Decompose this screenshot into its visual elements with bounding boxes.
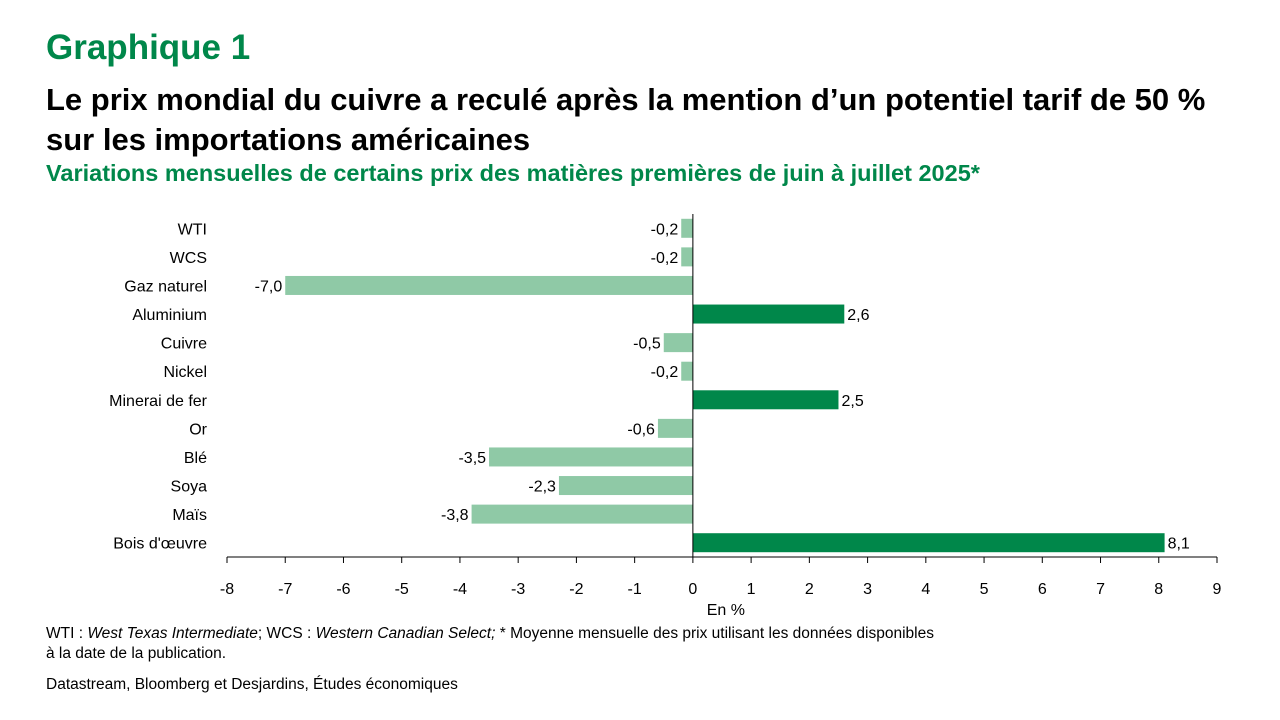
data-label: -0,5: [633, 336, 661, 353]
chart-label: Graphique 1: [46, 28, 251, 67]
category-label: WTI: [178, 221, 207, 238]
note-part: WTI :: [46, 625, 88, 642]
x-tick-label: -2: [569, 581, 583, 598]
data-label: 8,1: [1168, 536, 1190, 553]
data-label: -0,2: [651, 250, 679, 267]
x-tick-label: 3: [863, 581, 872, 598]
x-tick-label: 7: [1096, 581, 1105, 598]
category-label: Minerai de fer: [109, 393, 207, 410]
data-label: -0,2: [651, 364, 679, 381]
x-tick-label: -4: [453, 581, 467, 598]
bar: [471, 504, 693, 524]
x-tick-label: -7: [278, 581, 292, 598]
x-tick-label: 1: [747, 581, 756, 598]
data-label: -7,0: [255, 278, 283, 295]
x-tick-label: 8: [1154, 581, 1163, 598]
bar: [663, 333, 693, 353]
x-tick-label: -8: [220, 581, 234, 598]
bar: [681, 218, 693, 238]
category-label: Nickel: [163, 364, 207, 381]
x-axis-label: En %: [707, 602, 745, 619]
x-tick-label: 5: [980, 581, 989, 598]
source-note: Datastream, Bloomberg et Desjardins, Étu…: [46, 676, 458, 693]
category-labels: WTI WCS Gaz naturel Aluminium Cuivre Nickel Mi…: [109, 221, 207, 552]
category-label: Soya: [171, 479, 208, 496]
data-label: 2,5: [841, 393, 863, 410]
note-part-italic: West Texas Intermediate: [87, 625, 258, 642]
bar: [489, 447, 693, 467]
note-part-italic: Western Canadian Select;: [315, 625, 496, 642]
bar: [657, 418, 693, 438]
note-part: * Moyenne mensuelle des prix utilisant l…: [46, 625, 934, 662]
x-tick-label: 0: [688, 581, 697, 598]
category-label: Maïs: [172, 507, 207, 524]
x-tick-label: -1: [628, 581, 642, 598]
x-tick-label: 2: [805, 581, 814, 598]
x-tick-label: 4: [921, 581, 930, 598]
x-tick-label: 6: [1038, 581, 1047, 598]
bar: [558, 476, 693, 496]
x-tick-label: 9: [1213, 581, 1222, 598]
note-part: ; WCS :: [257, 625, 316, 642]
category-label: Bois d'œuvre: [113, 536, 207, 553]
data-label: -2,3: [528, 479, 556, 496]
value-labels: -0,2 -0,2 -7,0 2,6 -0,5 -0,2 2,5 -0,6 -3,5 -2,3 -3…: [255, 221, 1190, 552]
data-label: -0,6: [627, 421, 655, 438]
data-label: 2,6: [847, 307, 869, 324]
x-tick-label: -3: [511, 581, 525, 598]
chart-title: Le prix mondial du cuivre a reculé après…: [46, 82, 1206, 157]
bar: [692, 390, 839, 410]
category-label: Blé: [184, 450, 207, 467]
category-label: Aluminium: [132, 307, 207, 324]
bar: [692, 304, 845, 324]
data-label: -3,5: [458, 450, 486, 467]
bar: [692, 533, 1165, 553]
chart-subtitle: Variations mensuelles de certains prix d…: [46, 160, 980, 186]
footnote: WTI : West Texas Intermediate; WCS : Wes…: [46, 624, 946, 664]
bar: [285, 275, 693, 295]
bar: [681, 361, 693, 381]
bars-group: [285, 218, 1165, 553]
category-label: Or: [189, 421, 207, 438]
category-label: Gaz naturel: [124, 278, 207, 295]
x-tick-label: -6: [336, 581, 350, 598]
data-label: -3,8: [441, 507, 469, 524]
category-label: Cuivre: [161, 336, 207, 353]
x-axis-ticks: -8 -7 -6 -5 -4 -3 -2 -1 0 1 2 3 4 5 6 7 8 9: [220, 557, 1222, 598]
category-label: WCS: [170, 250, 207, 267]
bar: [681, 247, 693, 267]
x-tick-label: -5: [395, 581, 409, 598]
data-label: -0,2: [651, 221, 679, 238]
